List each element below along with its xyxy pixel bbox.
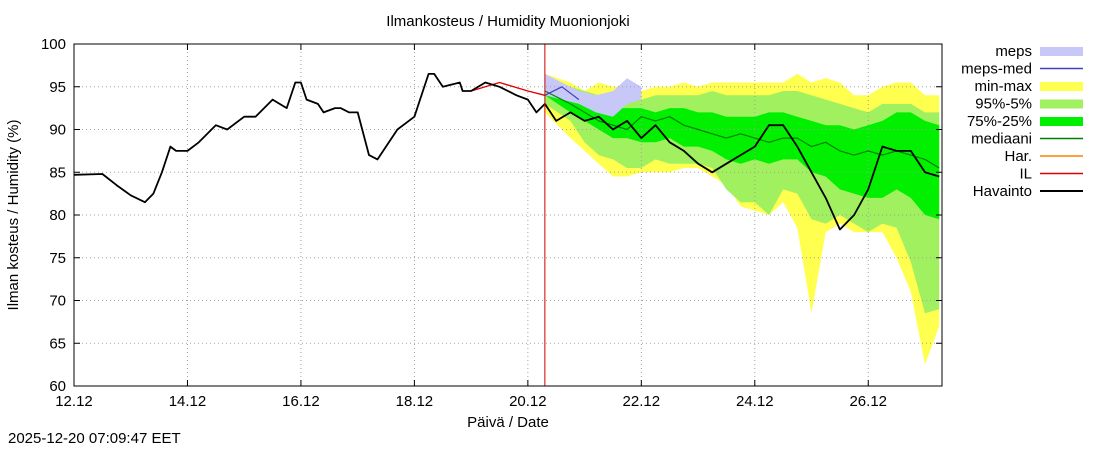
band-75-25 — [544, 82, 940, 220]
y-tick-label: 60 — [49, 378, 66, 395]
y-tick-label: 100 — [41, 36, 66, 53]
x-tick-label: 14.12 — [169, 393, 207, 410]
legend-label-75-25: 75%-25% — [967, 113, 1032, 130]
y-tick-label: 80 — [49, 207, 66, 224]
legend-label-har: Har. — [1004, 148, 1032, 165]
x-tick-label: 22.12 — [623, 393, 661, 410]
x-tick-label: 24.12 — [736, 393, 774, 410]
x-tick-label: 26.12 — [849, 393, 887, 410]
legend-swatch-75-25 — [1040, 117, 1083, 126]
legend: mepsmeps-medmin-max95%-5%75%-25%mediaani… — [961, 43, 1083, 200]
x-tick-label: 12.12 — [55, 393, 93, 410]
legend-label-min-max: min-max — [974, 78, 1032, 95]
band-meps — [544, 73, 642, 117]
y-tick-label: 85 — [49, 164, 66, 181]
legend-swatch-min-max — [1040, 82, 1083, 91]
series-il — [470, 81, 546, 96]
legend-swatch-meps — [1040, 47, 1083, 56]
legend-label-95-5: 95%-5% — [975, 96, 1032, 113]
legend-label-havainto: Havainto — [973, 183, 1032, 200]
plot-area: 60 65 70 75 80 85 90 95 100 12.12 14.12 16.12 18.12 2… — [41, 36, 943, 410]
y-tick-label: 70 — [49, 293, 66, 310]
legend-label-mediaani: mediaani — [971, 131, 1032, 148]
series-havainto — [73, 73, 940, 231]
x-axis-label: Päivä / Date — [467, 414, 549, 431]
timestamp: 2025-12-20 07:09:47 EET — [8, 430, 181, 447]
y-axis-label: Ilman kosteus / Humidity (%) — [5, 120, 22, 311]
legend-swatch-95-5 — [1040, 99, 1083, 109]
legend-label-meps: meps — [995, 43, 1032, 60]
y-tick-label: 75 — [49, 250, 66, 267]
x-tick-label: 20.12 — [509, 393, 547, 410]
legend-label-il: IL — [1019, 166, 1032, 183]
y-tick-label: 65 — [49, 335, 66, 352]
x-tick-label: 16.12 — [282, 393, 320, 410]
legend-label-meps-med: meps-med — [961, 61, 1032, 78]
series-mediaani — [544, 90, 940, 169]
y-tick-label: 95 — [49, 79, 66, 96]
y-tick-label: 90 — [49, 122, 66, 139]
x-tick-label: 18.12 — [396, 393, 434, 410]
series-meps-med — [544, 86, 580, 101]
chart-title: Ilmankosteus / Humidity Muonionjoki — [386, 13, 629, 30]
